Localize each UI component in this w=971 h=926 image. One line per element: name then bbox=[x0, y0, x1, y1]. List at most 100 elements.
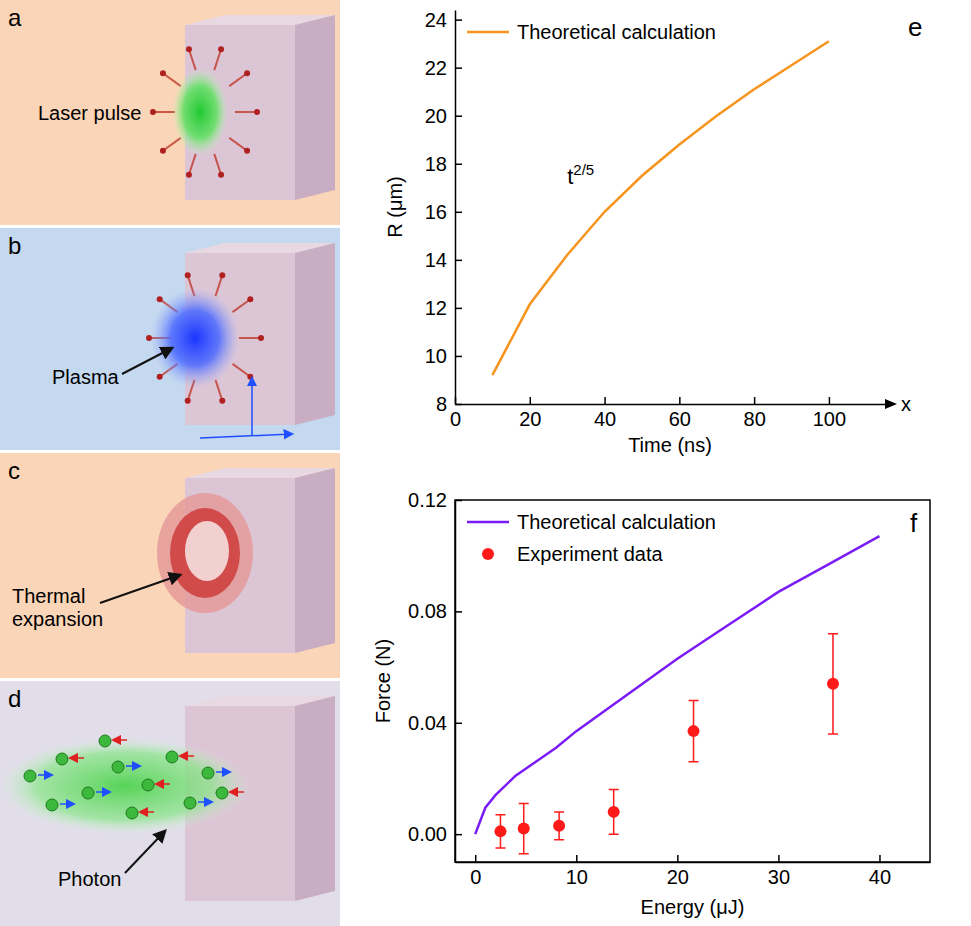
spark-tip bbox=[218, 46, 224, 52]
tick-mark bbox=[679, 397, 681, 404]
y-tick: 0.08 bbox=[408, 600, 462, 622]
tick-label: 0 bbox=[450, 408, 461, 430]
panel-label: Plasma bbox=[52, 366, 120, 388]
tick-mark bbox=[829, 397, 831, 404]
spark bbox=[216, 380, 223, 401]
photon bbox=[82, 787, 94, 799]
tick-label: 20 bbox=[519, 408, 541, 430]
spark bbox=[163, 73, 181, 86]
arrow bbox=[70, 757, 84, 759]
arrow bbox=[230, 791, 244, 793]
laser-beam bbox=[0, 738, 250, 834]
x-tick: 100 bbox=[813, 397, 846, 430]
legend-label: Theoretical calculation bbox=[517, 21, 716, 43]
y-tick: 12 bbox=[425, 297, 462, 319]
spark-tip bbox=[219, 272, 225, 278]
panel-label: Laser pulse bbox=[38, 102, 141, 124]
figure: Laser pulseaPlasmabThermalexpansioncPhot… bbox=[0, 0, 971, 926]
legend: Theoretical calculation bbox=[467, 21, 716, 43]
tick-label: 30 bbox=[768, 866, 790, 888]
y-tick: 8 bbox=[436, 393, 462, 415]
y-tick: 14 bbox=[425, 249, 462, 271]
photon bbox=[142, 779, 154, 791]
chart: 02040608010081012141618202224Time (ns)R … bbox=[384, 9, 922, 456]
x-axis: 010203040 bbox=[456, 855, 931, 888]
legend-swatch bbox=[482, 548, 494, 560]
tick-mark bbox=[778, 855, 780, 862]
arrow bbox=[100, 575, 180, 603]
x-axis: 020406080100 bbox=[450, 397, 886, 430]
spark bbox=[239, 337, 261, 339]
spark bbox=[233, 299, 251, 312]
spark-tip bbox=[258, 335, 264, 341]
tick-mark bbox=[455, 611, 462, 613]
tick-mark bbox=[455, 356, 462, 358]
spark-tip bbox=[160, 70, 166, 76]
tick-mark bbox=[576, 855, 578, 862]
panel-background bbox=[0, 0, 340, 225]
tick-mark bbox=[455, 164, 462, 166]
tick-mark bbox=[455, 723, 462, 725]
arrow bbox=[125, 831, 165, 873]
plot-area bbox=[475, 536, 879, 853]
tick-label: 0.00 bbox=[408, 823, 447, 845]
spark-tip bbox=[150, 109, 156, 115]
spark-tip bbox=[186, 172, 192, 178]
expansion-outer bbox=[157, 493, 253, 613]
tick-label: 8 bbox=[436, 393, 447, 415]
spark-tip bbox=[186, 46, 192, 52]
expansion-ring bbox=[170, 508, 240, 598]
error-bar bbox=[609, 790, 619, 835]
tick-label: 20 bbox=[667, 866, 689, 888]
x-tick: 80 bbox=[744, 397, 766, 430]
photon bbox=[24, 770, 36, 782]
annotation-superscript: 2/5 bbox=[573, 161, 594, 178]
data-point bbox=[553, 820, 565, 832]
slab-side bbox=[295, 243, 335, 425]
panel-label: Photon bbox=[58, 868, 121, 890]
arrow bbox=[96, 791, 110, 793]
plot-frame bbox=[455, 500, 930, 862]
diagram-panel: Photon d bbox=[0, 681, 340, 926]
tick-label: 22 bbox=[425, 57, 447, 79]
panel-letter: f bbox=[910, 508, 918, 538]
x-tick: 40 bbox=[869, 855, 891, 888]
data-point bbox=[518, 823, 530, 835]
y-axis-line bbox=[455, 501, 457, 863]
panel-letter: d bbox=[8, 685, 21, 712]
tick-label: 0.08 bbox=[408, 600, 447, 622]
x-axis-title: Time (ns) bbox=[628, 434, 712, 456]
tick-label: 80 bbox=[744, 408, 766, 430]
y-axis: 0.000.040.080.12 bbox=[408, 489, 462, 863]
plasma bbox=[151, 288, 239, 388]
photon bbox=[184, 797, 196, 809]
tick-mark bbox=[455, 404, 462, 406]
tick-mark bbox=[455, 115, 462, 117]
spark bbox=[216, 275, 223, 296]
tick-label: 0.04 bbox=[408, 712, 447, 734]
spark-tip bbox=[219, 398, 225, 404]
x-axis-title: Energy (μJ) bbox=[641, 896, 745, 918]
arrow bbox=[180, 755, 194, 757]
spark bbox=[235, 111, 257, 113]
spark-tip bbox=[254, 109, 260, 115]
diagram-panel: Plasmab bbox=[0, 228, 340, 450]
tick-mark bbox=[604, 397, 606, 404]
spark bbox=[233, 364, 251, 377]
tick-mark bbox=[455, 834, 462, 836]
x-tick: 20 bbox=[519, 397, 541, 430]
tick-mark bbox=[455, 212, 462, 214]
spark bbox=[229, 138, 247, 151]
arrow bbox=[113, 739, 127, 741]
spark-tip bbox=[218, 172, 224, 178]
data-point bbox=[827, 678, 839, 690]
plot-area bbox=[492, 41, 829, 375]
tick-mark bbox=[677, 855, 679, 862]
x-tick: 0 bbox=[470, 855, 481, 888]
legend-swatch bbox=[467, 521, 509, 524]
tick-mark bbox=[455, 67, 462, 69]
legend-label: Theoretical calculation bbox=[517, 511, 716, 533]
tick-label: 16 bbox=[425, 201, 447, 223]
spark-tip bbox=[185, 398, 191, 404]
x-tick: 40 bbox=[594, 397, 616, 430]
